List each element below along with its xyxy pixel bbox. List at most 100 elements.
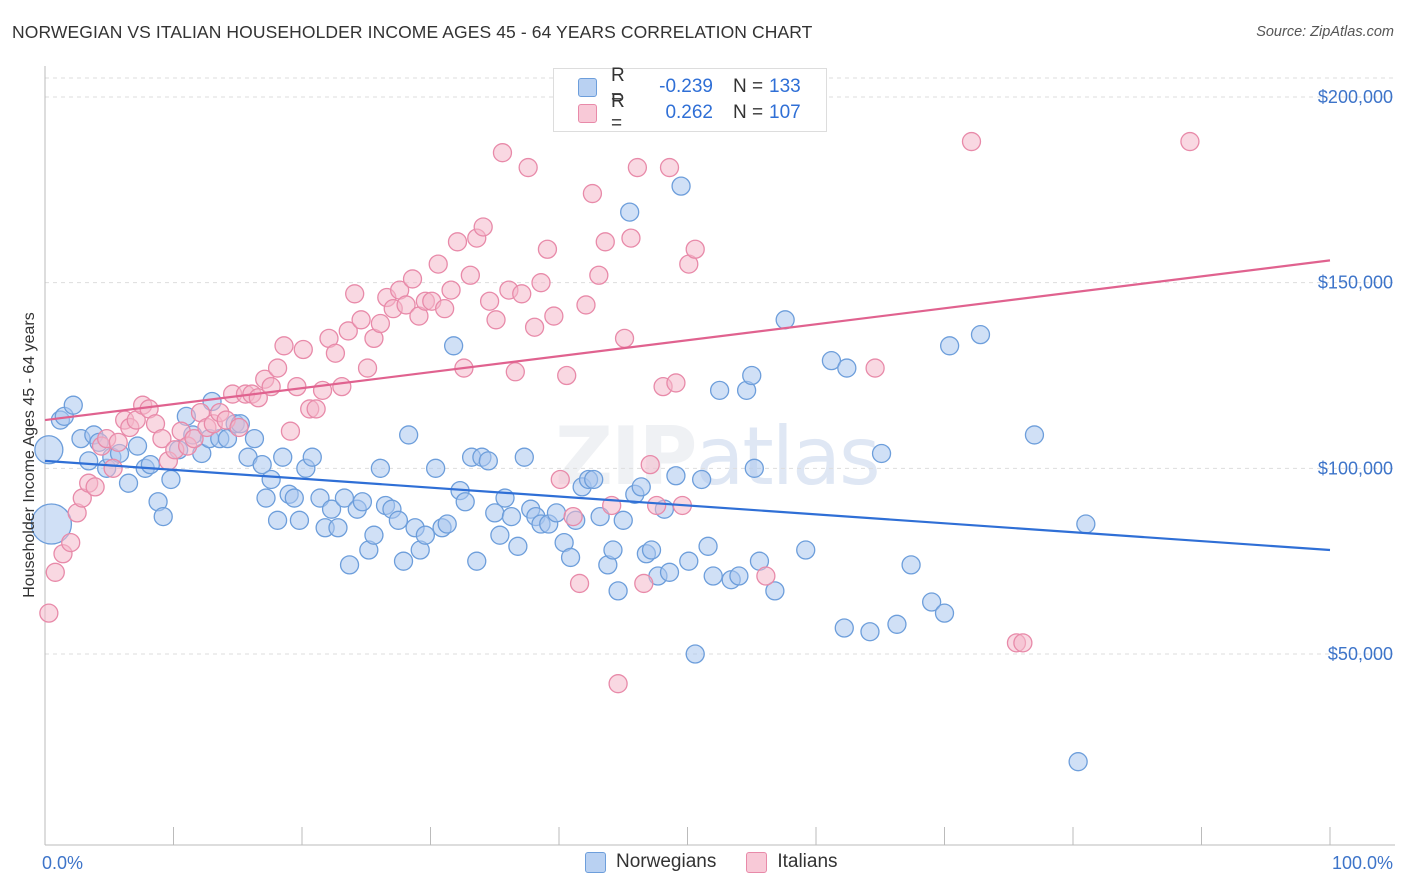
italian-point [325,343,346,363]
norwegian-point [261,469,281,490]
norwegian-point [437,514,457,534]
italian-point [589,265,609,285]
chart-title: NORWEGIAN VS ITALIAN HOUSEHOLDER INCOME … [12,22,813,42]
norwegian-point [834,618,854,638]
norwegian-point [478,451,498,471]
norwegian-point [321,499,342,519]
norwegian-point [620,202,640,222]
legend-r-value: -0.239 [659,76,713,97]
italian-point [640,454,660,475]
italian-point [473,217,493,237]
norwegian-point [729,566,749,586]
norwegian-point [34,435,64,465]
italian-point [1013,633,1033,653]
legend-label-norwegians: Norwegians [616,851,717,872]
norwegian-trend-line [44,459,1331,552]
norwegian-point [671,176,691,196]
italian-point [634,573,654,594]
italian-point [103,458,123,478]
norwegian-point [267,510,288,530]
norwegian-point [415,525,436,545]
norwegian-point [742,365,762,386]
norwegian-point [1076,514,1096,534]
norwegian-point [970,325,991,345]
norwegian-point [608,581,628,601]
italian-point [486,310,506,330]
legend-row-italians: R = 0.262 N = 107 [578,91,801,134]
norwegian-point [393,551,414,571]
italian-point [402,269,423,289]
norwegian-point [30,503,73,545]
norwegian-point [339,555,360,575]
watermark-atlas: atlas [695,410,880,503]
norwegian-point [641,540,662,560]
legend-swatch-italians [746,851,768,873]
norwegian-point [455,492,475,512]
italian-point [685,239,705,259]
italian-point [152,428,172,449]
italian-point [460,265,480,285]
legend-r-label: R = [611,91,625,134]
legend-n-label: N = [733,76,764,97]
legend-swatch-italians [578,103,597,123]
italian-point [524,317,545,337]
norwegian-point [560,547,581,568]
norwegian-point [244,428,265,449]
norwegian-point [425,458,446,478]
norwegian-point [256,488,276,508]
correlation-legend: R = -0.239 N = 133 R = 0.262 N = 107 [553,65,827,134]
legend-item-norwegians[interactable]: Norwegians [585,851,716,873]
italian-point [666,373,686,393]
italian-point [85,477,105,497]
legend-n-value: 107 [769,102,801,123]
italian-point [357,358,378,378]
norwegian-point [388,510,409,530]
norwegian-point [631,477,651,497]
italian-point [518,157,538,178]
tick-labels: $200,000 $150,000 $100,000 $50,000 0.0% 100.0… [42,87,1393,873]
trend-lines [44,259,1331,552]
norwegian-point [63,395,83,415]
norwegian-point [1024,425,1045,445]
legend-label-italians: Italians [777,851,838,872]
italian-point [396,295,416,315]
norwegian-point [252,454,272,475]
norwegian-point [939,336,960,356]
norwegian-point [490,525,510,545]
italian-point [531,273,551,293]
norwegian-point [613,510,633,530]
italian-point [621,228,641,248]
y-tick-label: $50,000 [1328,644,1393,664]
italian-point [306,399,326,419]
norwegian-point [273,447,293,467]
y-tick-label: $200,000 [1318,87,1393,107]
legend-n-label: N = [733,102,764,123]
norwegian-point [679,551,699,571]
legend-r-label: R = [611,65,625,108]
norwegian-point [821,350,842,371]
norwegian-point [302,447,322,467]
italian-point [647,495,667,516]
y-axis-label: Householder Income Ages 45 - 64 years [21,312,38,598]
italian-point [614,328,635,349]
norwegian-point [546,503,567,523]
norwegian-point [703,566,723,586]
norwegian-point [659,562,680,582]
norwegian-point [901,555,921,575]
italian-point [479,291,500,311]
norwegian-point [443,336,464,356]
italian-point [345,284,365,304]
norwegian-point [698,536,718,556]
norwegian-point [590,506,610,527]
norwegian-point [118,473,139,493]
legend-item-italians[interactable]: Italians [746,851,838,873]
italian-point [865,358,885,378]
norwegian-point [370,458,391,478]
gridlines [45,77,1395,655]
norwegian-point [127,436,148,456]
italian-point [45,562,65,582]
norwegian-point [934,603,955,623]
italian-point [447,232,468,252]
legend-row-norwegians: R = -0.239 N = 133 [578,65,801,108]
italian-points [39,131,1200,694]
